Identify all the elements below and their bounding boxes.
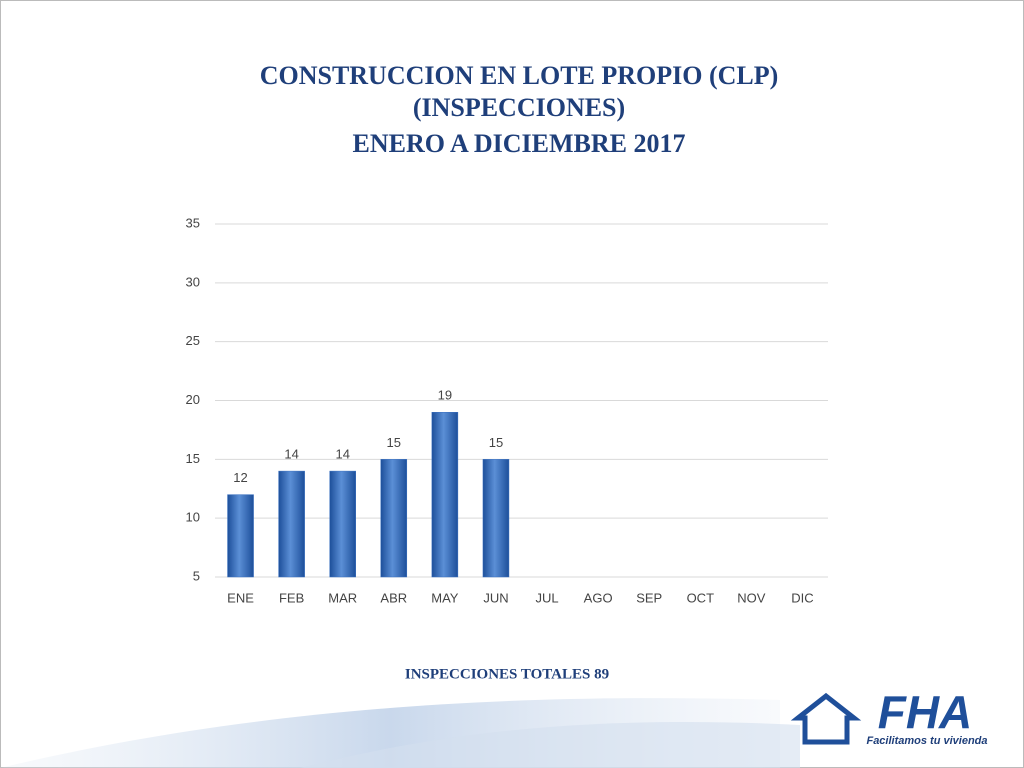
x-tick-label: DIC bbox=[791, 590, 813, 605]
logo-tagline: Facilitamos tu vivienda bbox=[866, 735, 987, 747]
x-tick-label: ABR bbox=[380, 590, 407, 605]
chart-title: (INSPECCIONES) bbox=[413, 93, 625, 122]
y-tick-label: 5 bbox=[193, 568, 200, 583]
x-tick-label: MAR bbox=[328, 590, 357, 605]
x-tick-label: NOV bbox=[737, 590, 766, 605]
y-tick-label: 35 bbox=[186, 215, 200, 230]
x-tick-label: AGO bbox=[584, 590, 613, 605]
x-tick-label: FEB bbox=[279, 590, 304, 605]
x-tick-label: OCT bbox=[687, 590, 715, 605]
bar bbox=[380, 459, 408, 578]
data-label: 19 bbox=[438, 388, 452, 403]
y-tick-label: 25 bbox=[186, 333, 200, 348]
logo: FHA Facilitamos tu vivienda bbox=[790, 686, 988, 747]
chart-title: CONSTRUCCION EN LOTE PROPIO (CLP) bbox=[260, 61, 779, 90]
x-tick-label: MAY bbox=[431, 590, 459, 605]
bar bbox=[431, 412, 459, 578]
logo-text: FHA bbox=[878, 686, 973, 738]
bar bbox=[329, 470, 356, 578]
y-tick-label: 30 bbox=[186, 274, 200, 289]
x-tick-label: JUN bbox=[483, 590, 508, 605]
annotation: INSPECCIONES TOTALES 89 bbox=[405, 666, 609, 682]
y-tick-label: 15 bbox=[186, 451, 200, 466]
data-label: 14 bbox=[335, 447, 349, 462]
data-label: 15 bbox=[387, 435, 401, 450]
x-tick-label: JUL bbox=[535, 590, 558, 605]
x-tick-label: ENE bbox=[227, 590, 254, 605]
y-tick-label: 20 bbox=[186, 392, 200, 407]
bar bbox=[278, 470, 305, 578]
bar bbox=[482, 459, 510, 578]
data-label: 12 bbox=[233, 470, 247, 485]
logo-house bbox=[790, 692, 862, 745]
x-tick-label: SEP bbox=[636, 590, 662, 605]
chart-title: ENERO A DICIEMBRE 2017 bbox=[353, 129, 686, 158]
y-tick-label: 10 bbox=[186, 510, 200, 525]
bar bbox=[227, 494, 254, 578]
data-label: 14 bbox=[284, 447, 298, 462]
data-label: 15 bbox=[489, 435, 503, 450]
swoosh bbox=[300, 721, 800, 768]
